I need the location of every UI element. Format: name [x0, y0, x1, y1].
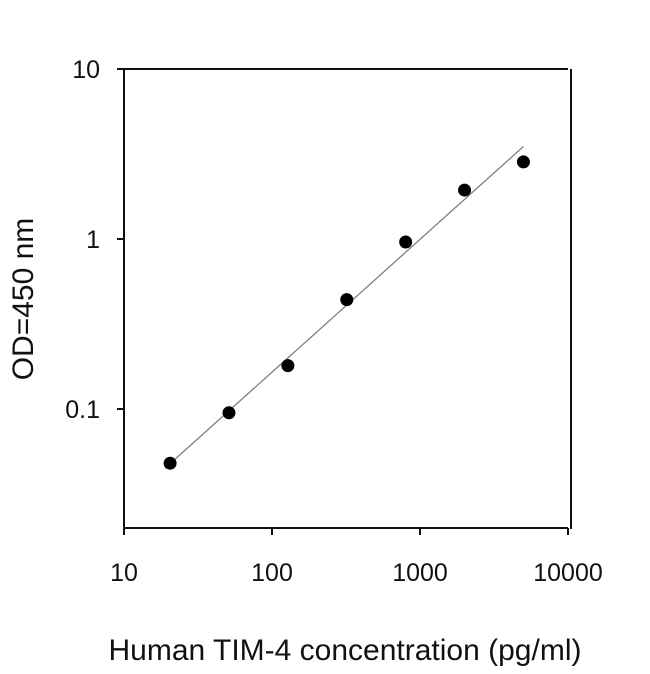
data-point	[399, 235, 413, 249]
x-tick-label: 1000	[392, 559, 448, 587]
x-axis-title: Human TIM-4 concentration (pg/ml)	[109, 634, 582, 667]
data-point	[163, 456, 177, 470]
data-point	[458, 183, 472, 197]
x-tick-label: 100	[251, 559, 293, 587]
data-points	[163, 155, 530, 470]
data-point	[516, 155, 530, 169]
y-axis-title: OD=450 nm	[7, 218, 40, 381]
plot-frame	[123, 68, 572, 529]
regression-line	[164, 146, 524, 469]
data-point	[222, 406, 236, 420]
y-tick-label: 0.1	[65, 396, 100, 424]
y-axis-ticks: 0.1 1 10	[65, 56, 124, 424]
data-point	[340, 293, 354, 307]
x-axis-ticks: 10 100 1000 10000	[110, 528, 603, 587]
data-point	[281, 359, 295, 373]
x-tick-label: 10000	[533, 559, 603, 587]
y-tick-label: 10	[72, 56, 100, 84]
y-tick-label: 1	[86, 226, 100, 254]
x-tick-label: 10	[110, 559, 138, 587]
